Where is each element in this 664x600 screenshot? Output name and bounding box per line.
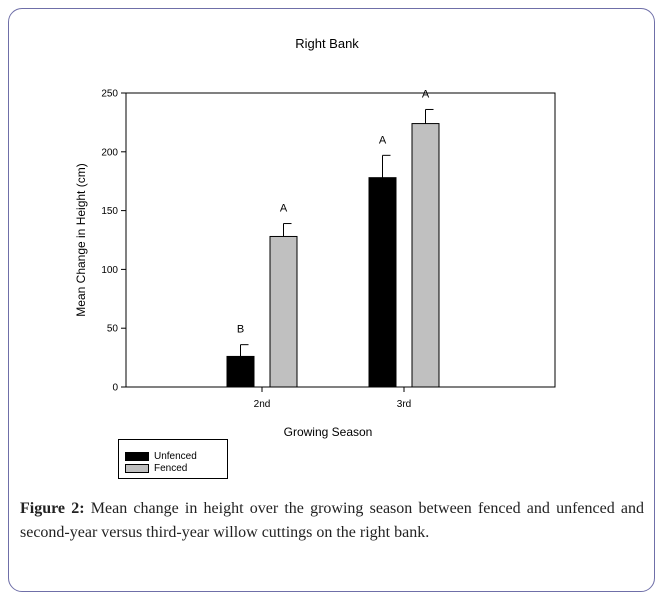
- x-tick-label: 2nd: [254, 399, 271, 410]
- bar-fenced-3rd: [411, 123, 440, 388]
- caption-label: Figure 2:: [20, 500, 85, 517]
- legend-label-unfenced: Unfenced: [154, 450, 197, 462]
- caption-text: Mean change in height over the growing s…: [20, 500, 645, 541]
- y-tick-label: 0: [112, 383, 118, 394]
- legend-swatch-unfenced: [125, 451, 149, 461]
- chart-title: Right Bank: [295, 36, 359, 51]
- significance-letter: A: [280, 203, 288, 215]
- figure-frame: [8, 8, 655, 592]
- legend-label-fenced: Fenced: [154, 462, 188, 474]
- bar-fenced-2nd: [269, 235, 298, 388]
- y-tick-label: 200: [101, 147, 118, 158]
- chart-marks: 0 50 100 150 200 250 2nd B A 3rd A A: [101, 88, 440, 410]
- bar-unfenced-3rd: [368, 177, 397, 388]
- y-tick-label: 50: [107, 324, 119, 335]
- y-axis-label: Mean Change in Height (cm): [74, 163, 88, 316]
- plot-area: [125, 92, 556, 388]
- legend-swatch-fenced: [125, 463, 149, 473]
- significance-letter: A: [422, 88, 430, 100]
- bar-unfenced-2nd: [226, 355, 255, 388]
- legend-item-unfenced: Unfenced: [125, 449, 197, 463]
- legend: Unfenced Fenced: [118, 439, 228, 479]
- y-tick-label: 150: [101, 206, 118, 217]
- significance-letter: B: [237, 324, 244, 336]
- y-tick-label: 250: [101, 89, 118, 100]
- x-axis-label: Growing Season: [284, 425, 373, 439]
- legend-item-fenced: Fenced: [125, 461, 187, 475]
- figure-caption: Figure 2: Mean change in height over the…: [20, 497, 644, 545]
- x-tick-label: 3rd: [397, 399, 411, 410]
- significance-letter: A: [379, 134, 387, 146]
- y-tick-label: 100: [101, 265, 118, 276]
- bar-chart: Right Bank Mean Change in Height (cm) Gr…: [74, 36, 556, 439]
